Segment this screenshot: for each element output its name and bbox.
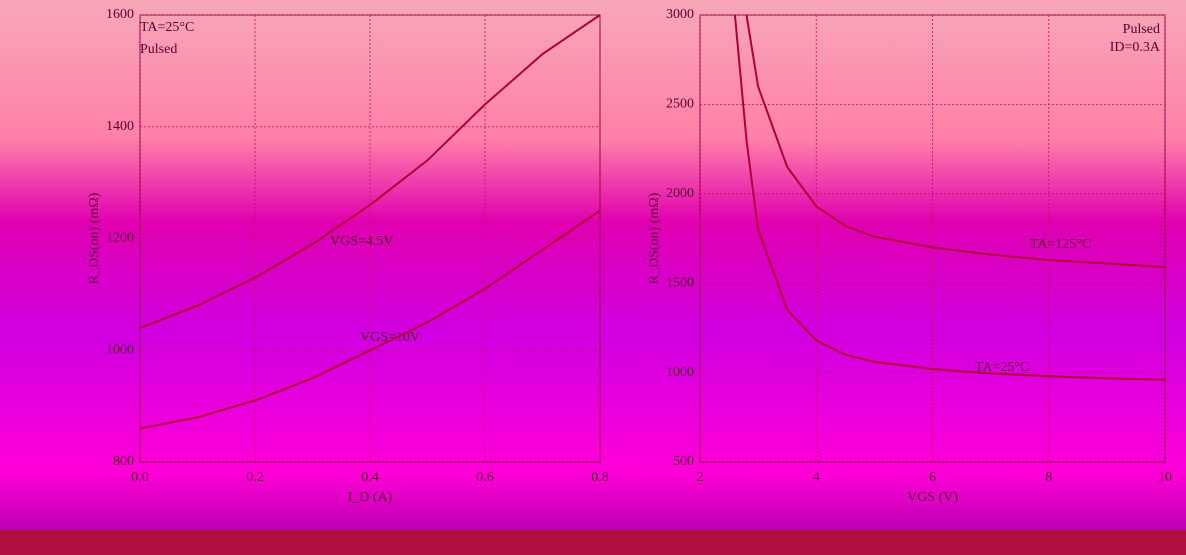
y-tick-label: 2500 — [666, 97, 694, 112]
y-tick-label: 1600 — [106, 7, 134, 22]
x-tick-label: 0.0 — [131, 470, 149, 485]
x-tick-label: 0.2 — [246, 470, 264, 485]
y-axis-label: R_DS(on) (mΩ) — [87, 192, 102, 284]
x-tick-label: 6 — [929, 470, 936, 485]
y-tick-label: 1500 — [666, 275, 694, 290]
x-tick-label: 8 — [1045, 470, 1052, 485]
annotation: ID=0.3A — [1110, 40, 1161, 55]
x-tick-label: 0.6 — [476, 470, 494, 485]
annotation: Pulsed — [140, 42, 177, 57]
y-tick-label: 1000 — [666, 365, 694, 380]
line-series — [745, 14, 1166, 269]
y-tick-label: 500 — [673, 454, 694, 469]
annotation: VGS=10V — [360, 330, 420, 345]
annotation: VGS=4.5V — [330, 234, 394, 249]
x-tick-label: 4 — [813, 470, 820, 485]
line-series — [733, 14, 1166, 381]
line-series — [139, 14, 601, 329]
annotation: TA=125°C — [1030, 237, 1091, 252]
x-tick-label: 2 — [697, 470, 704, 485]
y-tick-label: 1000 — [106, 342, 134, 357]
y-tick-label: 2000 — [666, 186, 694, 201]
y-tick-label: 800 — [113, 454, 134, 469]
y-tick-label: 1200 — [106, 231, 134, 246]
x-tick-label: 10 — [1158, 470, 1172, 485]
bottom-strip — [0, 530, 1186, 555]
annotation: Pulsed — [1123, 22, 1160, 37]
y-tick-label: 1400 — [106, 119, 134, 134]
annotation: TA=25°C — [140, 20, 194, 35]
y-axis-label: R_DS(on) (mΩ) — [647, 192, 662, 284]
line-series — [139, 209, 601, 430]
x-axis-label: VGS (V) — [907, 490, 958, 505]
x-tick-label: 0.4 — [361, 470, 379, 485]
annotation: TA=25°C — [975, 360, 1029, 375]
x-axis-label: I_D (A) — [348, 490, 393, 505]
y-tick-label: 3000 — [666, 7, 694, 22]
x-tick-label: 0.8 — [591, 470, 609, 485]
